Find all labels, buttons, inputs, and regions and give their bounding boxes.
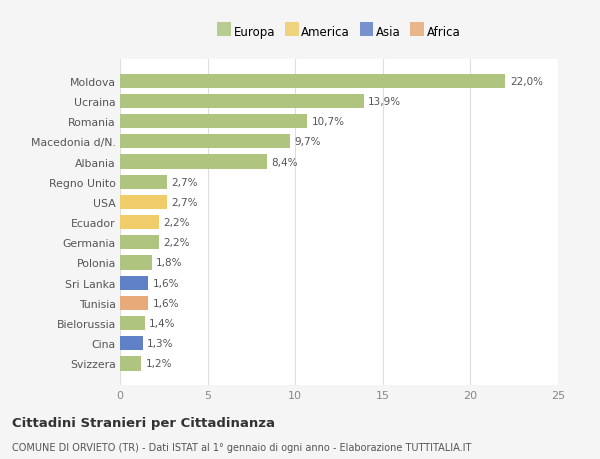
Text: 2,2%: 2,2% <box>163 238 190 248</box>
Text: 1,6%: 1,6% <box>152 278 179 288</box>
Bar <box>120 155 267 169</box>
Bar <box>120 316 145 330</box>
Bar <box>120 196 167 209</box>
Bar <box>120 74 505 89</box>
Text: 2,7%: 2,7% <box>172 197 198 207</box>
Bar <box>120 357 141 371</box>
Legend: Europa, America, Asia, Africa: Europa, America, Asia, Africa <box>215 23 463 41</box>
Bar <box>120 216 158 230</box>
Bar <box>120 276 148 290</box>
Bar <box>120 336 143 351</box>
Bar <box>120 236 158 250</box>
Text: 1,3%: 1,3% <box>147 339 173 348</box>
Text: 22,0%: 22,0% <box>510 77 543 87</box>
Text: 1,4%: 1,4% <box>149 319 175 328</box>
Text: 8,4%: 8,4% <box>272 157 298 167</box>
Text: 13,9%: 13,9% <box>368 97 401 106</box>
Bar <box>120 95 364 109</box>
Bar <box>120 135 290 149</box>
Text: COMUNE DI ORVIETO (TR) - Dati ISTAT al 1° gennaio di ogni anno - Elaborazione TU: COMUNE DI ORVIETO (TR) - Dati ISTAT al 1… <box>12 442 472 452</box>
Bar <box>120 256 152 270</box>
Text: Cittadini Stranieri per Cittadinanza: Cittadini Stranieri per Cittadinanza <box>12 416 275 429</box>
Text: 10,7%: 10,7% <box>312 117 345 127</box>
Text: 2,2%: 2,2% <box>163 218 190 228</box>
Text: 1,2%: 1,2% <box>145 358 172 369</box>
Text: 2,7%: 2,7% <box>172 177 198 187</box>
Bar <box>120 296 148 310</box>
Text: 1,6%: 1,6% <box>152 298 179 308</box>
Bar <box>120 115 307 129</box>
Bar <box>120 175 167 190</box>
Text: 1,8%: 1,8% <box>156 258 182 268</box>
Text: 9,7%: 9,7% <box>295 137 321 147</box>
